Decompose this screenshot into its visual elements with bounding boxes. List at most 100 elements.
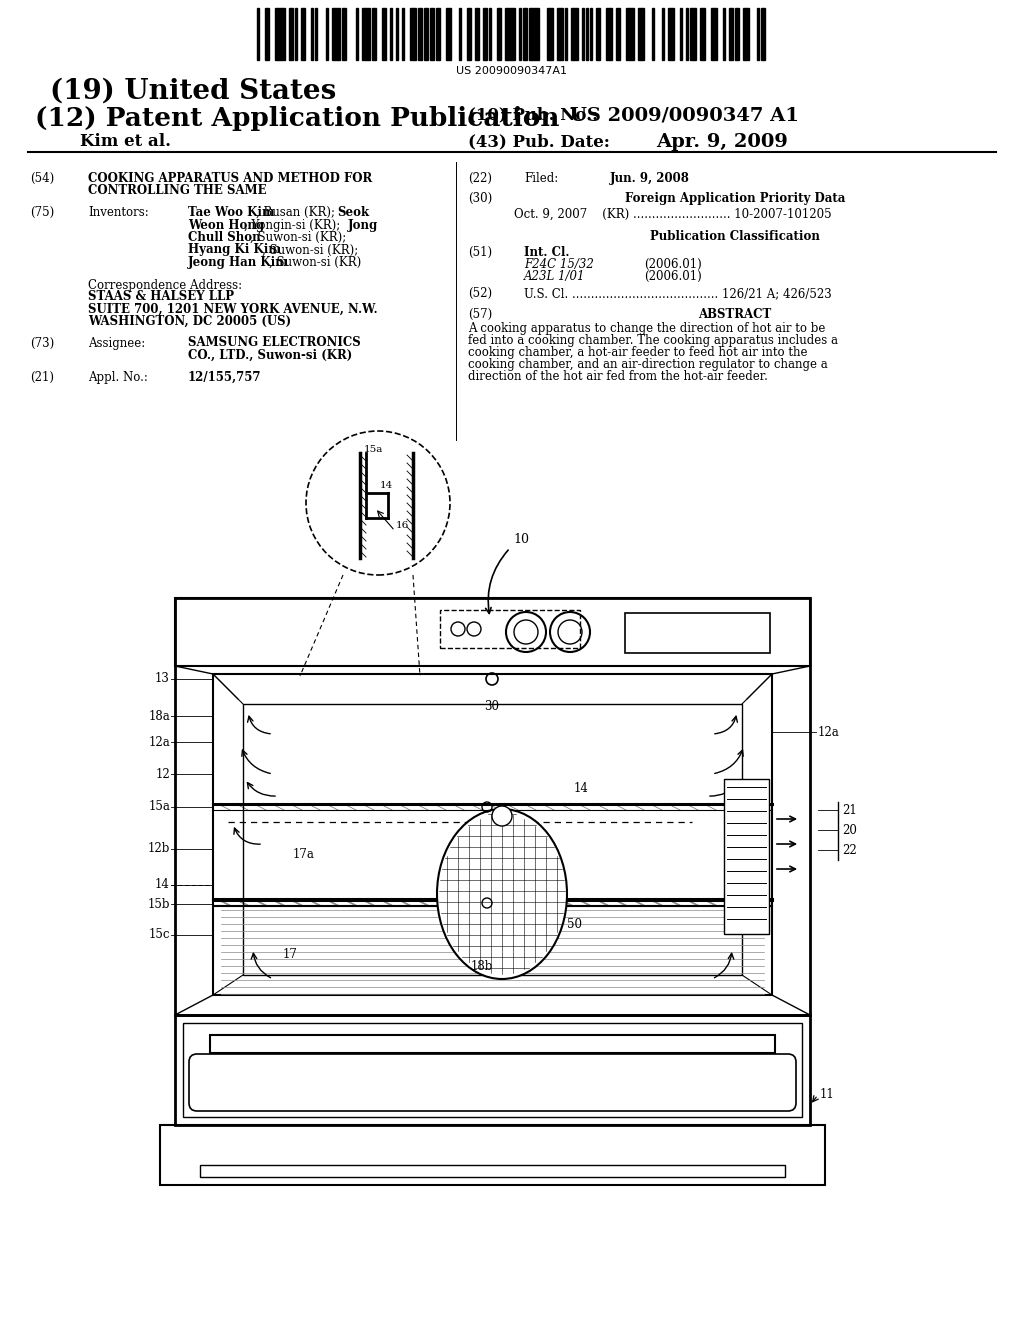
Bar — [505, 8, 515, 59]
Bar — [332, 8, 340, 59]
Bar — [372, 8, 376, 59]
Bar — [390, 8, 392, 59]
Text: U.S. Cl. ....................................... 126/21 A; 426/523: U.S. Cl. ...............................… — [524, 286, 831, 300]
Bar — [735, 8, 738, 59]
Text: Apr. 9, 2009: Apr. 9, 2009 — [656, 133, 787, 150]
Bar — [436, 8, 440, 59]
Text: (22): (22) — [468, 172, 492, 185]
Bar — [557, 8, 563, 59]
Text: 15a: 15a — [364, 445, 383, 454]
Text: US 2009/0090347 A1: US 2009/0090347 A1 — [570, 106, 799, 124]
Bar — [761, 8, 765, 59]
Text: (51): (51) — [468, 246, 493, 259]
Bar — [160, 1125, 825, 1185]
Bar — [402, 8, 404, 59]
Text: fed into a cooking chamber. The cooking apparatus includes a: fed into a cooking chamber. The cooking … — [468, 334, 838, 347]
Text: 12b: 12b — [147, 842, 170, 855]
Text: Weon Hong: Weon Hong — [188, 219, 264, 231]
Text: Int. Cl.: Int. Cl. — [524, 246, 569, 259]
Text: SUITE 700, 1201 NEW YORK AVENUE, N.W.: SUITE 700, 1201 NEW YORK AVENUE, N.W. — [88, 302, 378, 315]
Bar — [475, 8, 479, 59]
Text: 50: 50 — [567, 917, 582, 931]
Bar — [175, 598, 810, 667]
Bar — [257, 8, 259, 59]
Bar — [663, 8, 665, 59]
Bar — [615, 8, 620, 59]
Text: A cooking apparatus to change the direction of hot air to be: A cooking apparatus to change the direct… — [468, 322, 825, 335]
Text: Appl. No.:: Appl. No.: — [88, 371, 147, 384]
Text: 18b: 18b — [471, 961, 494, 974]
Text: 15b: 15b — [147, 898, 170, 911]
Text: 12: 12 — [156, 767, 170, 780]
Bar — [711, 8, 717, 59]
Bar — [742, 8, 749, 59]
Text: (43) Pub. Date:: (43) Pub. Date: — [468, 133, 610, 150]
Text: 14: 14 — [155, 879, 170, 891]
Bar — [411, 8, 416, 59]
Bar — [638, 8, 644, 59]
Text: (30): (30) — [468, 191, 493, 205]
Text: Assignee:: Assignee: — [88, 337, 145, 350]
Bar — [586, 8, 588, 59]
Bar — [382, 8, 386, 59]
Text: 14: 14 — [380, 480, 393, 490]
Bar — [210, 1035, 775, 1053]
Text: ABSTRACT: ABSTRACT — [698, 308, 772, 321]
Text: (73): (73) — [30, 337, 54, 350]
Text: , Suwon-si (KR);: , Suwon-si (KR); — [250, 231, 346, 244]
Bar — [723, 8, 725, 59]
Text: cooking chamber, and an air-direction regulator to change a: cooking chamber, and an air-direction re… — [468, 358, 827, 371]
Bar — [669, 8, 674, 59]
Bar — [729, 8, 733, 59]
Text: F24C 15/32: F24C 15/32 — [524, 257, 594, 271]
Bar — [497, 8, 501, 59]
Text: direction of the hot air fed from the hot-air feeder.: direction of the hot air fed from the ho… — [468, 370, 768, 383]
Bar — [582, 8, 584, 59]
Text: Jun. 9, 2008: Jun. 9, 2008 — [610, 172, 690, 185]
Text: Jeong Han Kim: Jeong Han Kim — [188, 256, 289, 269]
Text: cooking chamber, a hot-air feeder to feed hot air into the: cooking chamber, a hot-air feeder to fee… — [468, 346, 808, 359]
Text: Kim et al.: Kim et al. — [80, 133, 171, 150]
Text: (2006.01): (2006.01) — [644, 257, 701, 271]
Text: Tae Woo Kim: Tae Woo Kim — [188, 206, 274, 219]
Bar — [686, 8, 688, 59]
Text: 14: 14 — [574, 783, 589, 796]
Bar — [342, 8, 346, 59]
Bar — [243, 704, 742, 975]
Bar — [625, 612, 770, 653]
Bar — [440, 610, 580, 648]
Bar — [757, 8, 759, 59]
Text: (54): (54) — [30, 172, 54, 185]
Bar — [175, 598, 810, 1015]
Bar — [289, 8, 293, 59]
Text: 10: 10 — [513, 533, 529, 546]
Text: 21: 21 — [842, 804, 857, 817]
Text: , Yongin-si (KR);: , Yongin-si (KR); — [244, 219, 344, 231]
Bar — [446, 8, 451, 59]
Text: (2006.01): (2006.01) — [644, 271, 701, 282]
Bar — [488, 8, 490, 59]
Bar — [482, 8, 486, 59]
Text: , Suwon-si (KR);: , Suwon-si (KR); — [262, 243, 358, 256]
Bar — [213, 675, 772, 995]
Bar — [183, 1023, 802, 1117]
Bar — [326, 8, 328, 59]
Bar — [652, 8, 654, 59]
Bar — [301, 8, 305, 59]
Text: STAAS & HALSEY LLP: STAAS & HALSEY LLP — [88, 290, 234, 304]
Text: , Busan (KR);: , Busan (KR); — [256, 206, 339, 219]
Text: 16: 16 — [396, 521, 410, 531]
Bar — [519, 8, 521, 59]
Text: 12/155,757: 12/155,757 — [188, 371, 261, 384]
Text: (10) Pub. No.:: (10) Pub. No.: — [468, 106, 598, 123]
Bar — [418, 8, 422, 59]
Text: (75): (75) — [30, 206, 54, 219]
Text: US 20090090347A1: US 20090090347A1 — [457, 66, 567, 77]
Bar — [571, 8, 578, 59]
Text: CO., LTD., Suwon-si (KR): CO., LTD., Suwon-si (KR) — [188, 348, 352, 362]
Bar — [459, 8, 461, 59]
Circle shape — [492, 807, 512, 826]
Bar — [724, 779, 769, 935]
Text: 17: 17 — [283, 948, 298, 961]
Text: 30: 30 — [484, 700, 500, 713]
